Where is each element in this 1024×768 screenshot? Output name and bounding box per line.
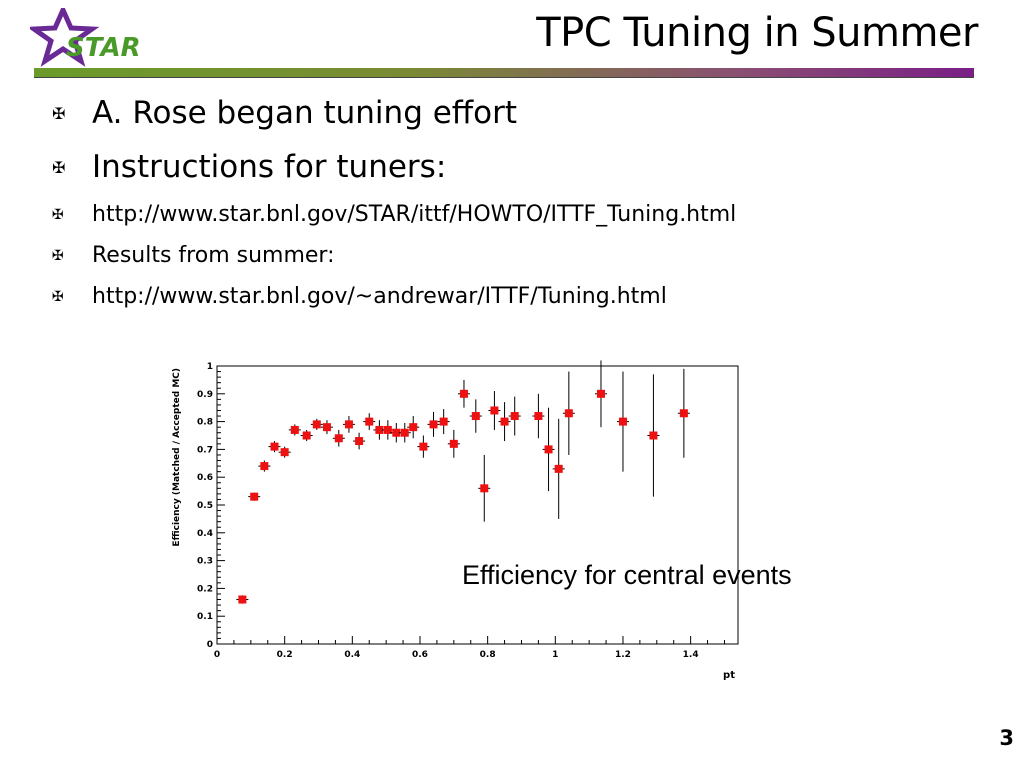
- title-divider-bar: [34, 68, 974, 78]
- y-tick-label: 0.9: [197, 390, 213, 400]
- data-point-marker: [312, 420, 321, 429]
- data-point-marker: [419, 442, 428, 451]
- data-point-marker: [679, 409, 688, 418]
- data-point-marker: [510, 412, 519, 421]
- x-axis-label: pt: [723, 670, 735, 681]
- bullet-item: ✠ http://www.star.bnl.gov/STAR/ittf/HOWT…: [52, 194, 736, 235]
- data-point-marker: [554, 464, 563, 473]
- data-point-marker: [270, 442, 279, 451]
- data-point-marker: [449, 439, 458, 448]
- y-tick-label: 0.1: [197, 612, 213, 622]
- efficiency-chart: 0 0.1 0.2 0.3 0.4 0.5 0.6 0.7 0.8 0.9 1 0 0.2 0.4 0.6 0…: [160, 352, 760, 692]
- data-point-marker: [355, 437, 364, 446]
- data-point-marker: [490, 406, 499, 415]
- data-point-marker: [302, 431, 311, 440]
- bullet-list: ✠ A. Rose began tuning effort ✠ Instruct…: [52, 86, 736, 317]
- bullet-item: ✠ http://www.star.bnl.gov/~andrewar/ITTF…: [52, 276, 736, 317]
- data-point-marker: [649, 431, 658, 440]
- bullet-link-text[interactable]: http://www.star.bnl.gov/STAR/ittf/HOWTO/…: [92, 202, 737, 227]
- x-tick-label: 0.4: [344, 650, 360, 660]
- slide-title: TPC Tuning in Summer: [536, 10, 978, 56]
- bullet-item: ✠ Instructions for tuners:: [52, 140, 736, 194]
- data-point-marker: [375, 425, 384, 434]
- x-tick-label: 0.8: [480, 650, 496, 660]
- data-point-marker: [439, 417, 448, 426]
- cross-pattee-icon: ✠: [52, 157, 66, 177]
- y-tick-label: 0.8: [197, 418, 213, 428]
- star-logo-icon: STAR: [26, 3, 141, 67]
- data-point-marker: [596, 389, 605, 398]
- data-point-marker: [459, 389, 468, 398]
- cross-pattee-icon: ✠: [52, 288, 64, 305]
- y-tick-label: 0.3: [197, 557, 213, 567]
- data-point-marker: [290, 425, 299, 434]
- chart-points: [236, 360, 690, 604]
- data-point-marker: [383, 425, 392, 434]
- y-tick-label: 0.4: [197, 529, 213, 539]
- cross-pattee-icon: ✠: [52, 103, 66, 123]
- data-point-marker: [322, 423, 331, 432]
- logo-text: STAR: [66, 33, 141, 63]
- bullet-item: ✠ A. Rose began tuning effort: [52, 86, 736, 140]
- data-point-marker: [471, 412, 480, 421]
- data-point-marker: [260, 462, 269, 471]
- data-point-marker: [344, 420, 353, 429]
- data-point-marker: [365, 417, 374, 426]
- bullet-item: ✠ Results from summer:: [52, 235, 736, 276]
- page-number: 3: [999, 726, 1014, 750]
- bullet-text: Results from summer:: [92, 243, 335, 268]
- star-logo: STAR: [26, 3, 145, 68]
- y-tick-label: 0: [207, 640, 213, 650]
- plot-frame: [216, 365, 739, 645]
- data-point-marker: [238, 595, 247, 604]
- data-point-marker: [280, 448, 289, 457]
- x-tick-label: 1.2: [615, 650, 631, 660]
- cross-pattee-icon: ✠: [52, 247, 64, 264]
- chart-axes: 0 0.1 0.2 0.3 0.4 0.5 0.6 0.7 0.8 0.9 1 0 0.2 0.4 0.6 0…: [197, 362, 725, 660]
- bullet-text: Instructions for tuners:: [92, 149, 447, 185]
- data-point-marker: [392, 428, 401, 437]
- x-tick-label: 1: [552, 650, 558, 660]
- data-point-marker: [534, 412, 543, 421]
- y-tick-label: 0.2: [197, 584, 213, 594]
- x-tick-label: 0.6: [412, 650, 428, 660]
- data-point-marker: [500, 417, 509, 426]
- x-tick-label: 0.2: [277, 650, 293, 660]
- bullet-link-text[interactable]: http://www.star.bnl.gov/~andrewar/ITTF/T…: [92, 284, 667, 309]
- y-tick-label: 1: [207, 362, 213, 372]
- x-tick-label: 1.4: [683, 650, 699, 660]
- x-tick-label: 0: [214, 650, 220, 660]
- data-point-marker: [544, 445, 553, 454]
- data-point-marker: [564, 409, 573, 418]
- y-tick-label: 0.5: [197, 501, 213, 511]
- data-point-marker: [429, 420, 438, 429]
- data-point-marker: [618, 417, 627, 426]
- y-tick-label: 0.6: [197, 473, 213, 483]
- y-axis-label: Efficiency (Matched / Accepted MC): [172, 368, 182, 547]
- data-point-marker: [400, 428, 409, 437]
- data-point-marker: [480, 484, 489, 493]
- data-point-marker: [409, 423, 418, 432]
- bullet-text: A. Rose began tuning effort: [92, 95, 518, 131]
- cross-pattee-icon: ✠: [52, 206, 64, 223]
- chart-svg: 0 0.1 0.2 0.3 0.4 0.5 0.6 0.7 0.8 0.9 1 0 0.2 0.4 0.6 0…: [172, 360, 739, 681]
- data-point-marker: [334, 434, 343, 443]
- y-tick-label: 0.7: [197, 445, 213, 455]
- chart-annotation: Efficiency for central events: [462, 560, 792, 590]
- data-point-marker: [250, 492, 259, 501]
